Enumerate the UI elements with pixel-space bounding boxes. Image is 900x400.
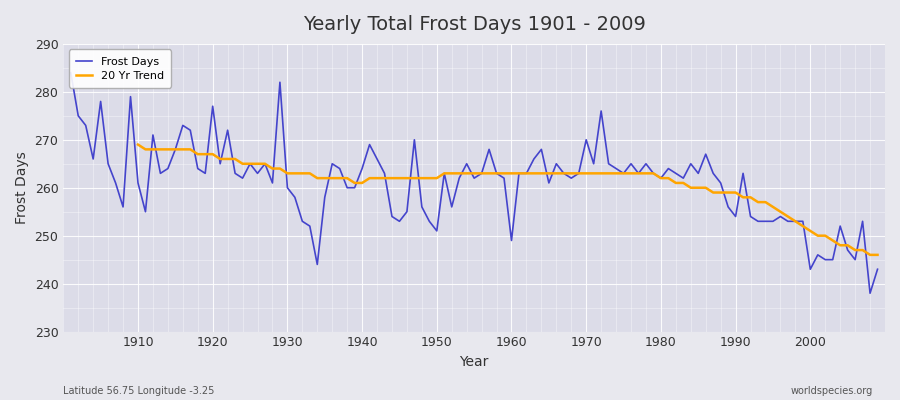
20 Yr Trend [274, 166, 285, 171]
20 Yr Trend [865, 252, 876, 257]
Legend: Frost Days, 20 Yr Trend: Frost Days, 20 Yr Trend [68, 50, 171, 88]
Frost Days [66, 70, 77, 75]
20 Yr Trend [304, 171, 315, 176]
20 Yr Trend [132, 142, 143, 147]
Frost Days [334, 166, 345, 171]
Text: Latitude 56.75 Longitude -3.25: Latitude 56.75 Longitude -3.25 [63, 386, 214, 396]
X-axis label: Year: Year [460, 355, 489, 369]
20 Yr Trend [573, 171, 584, 176]
20 Yr Trend [514, 171, 525, 176]
Text: worldspecies.org: worldspecies.org [791, 386, 873, 396]
20 Yr Trend [872, 252, 883, 257]
Line: 20 Yr Trend: 20 Yr Trend [138, 144, 878, 255]
Frost Days [596, 109, 607, 114]
Line: Frost Days: Frost Days [71, 73, 878, 293]
Frost Days [506, 238, 517, 243]
Frost Days [290, 195, 301, 200]
Frost Days [865, 291, 876, 296]
Frost Days [499, 176, 509, 180]
Frost Days [125, 94, 136, 99]
Y-axis label: Frost Days: Frost Days [15, 151, 29, 224]
20 Yr Trend [835, 243, 846, 248]
Title: Yearly Total Frost Days 1901 - 2009: Yearly Total Frost Days 1901 - 2009 [302, 15, 645, 34]
20 Yr Trend [813, 233, 824, 238]
Frost Days [872, 267, 883, 272]
